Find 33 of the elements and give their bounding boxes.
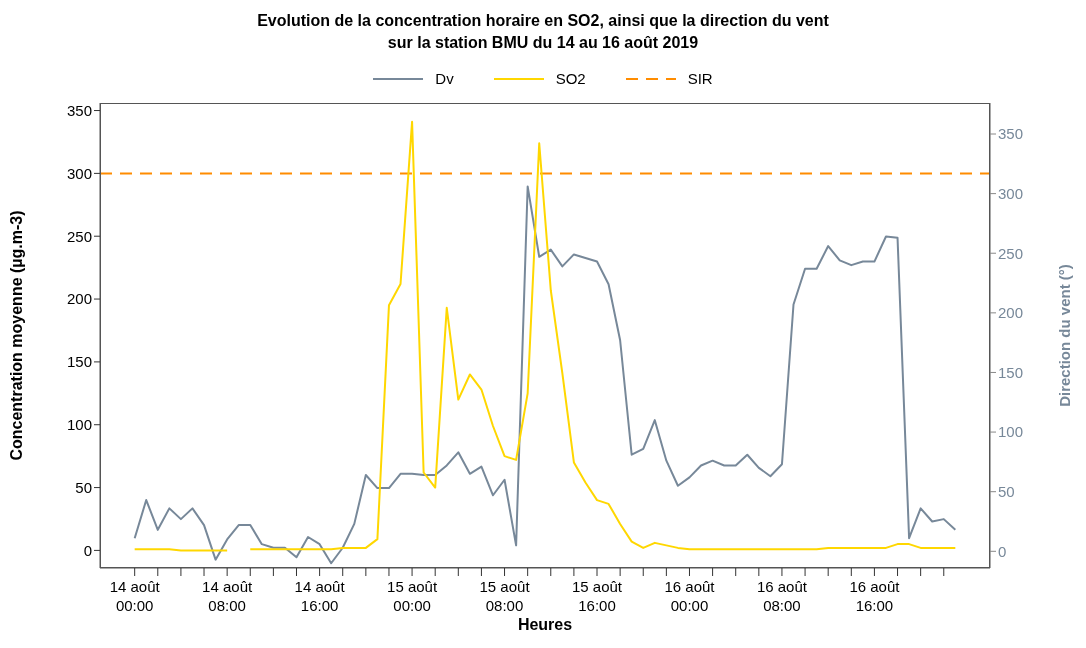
x-tick-label: 16 août 16:00 [849,578,901,614]
y-tick-label: 250 [66,227,92,245]
y-tick-label: 300 [66,164,92,182]
y-axis-title: Concentration moyenne (µg.m-3) [7,210,25,461]
y-tick-label: 350 [66,101,92,119]
x-tick-label: 14 août 08:00 [202,578,253,614]
x-tick-label: 14 août 16:00 [294,578,346,614]
x-tick-label: 14 août 00:00 [109,578,161,614]
y-tick-label: 200 [66,290,92,308]
legend-label: SIR [687,70,713,87]
y2-tick-label: 350 [998,125,1024,143]
y2-tick-label: 50 [998,483,1015,501]
y2-tick-label: 150 [998,363,1024,381]
y2-tick-label: 300 [998,184,1024,202]
y2-axis-title: Direction du vent (°) [1056,264,1074,407]
x-tick-label: 15 août 08:00 [479,578,531,614]
legend-label: SO2 [555,70,586,87]
chart-title: Evolution de la concentration horaire en SO2, ainsi que la direction du vent sur la station BMU du 14 au 16 août 2019 [256,11,830,53]
y2-tick-label: 100 [998,423,1024,441]
x-tick-label: 15 août 16:00 [571,578,623,614]
y2-tick-label: 250 [998,244,1024,262]
y-tick-label: 50 [75,478,92,496]
y2-tick-label: 200 [998,304,1024,322]
x-tick-label: 15 août 00:00 [387,578,438,614]
y-tick-label: 100 [66,416,92,434]
line-series [133,185,957,565]
y-tick-label: 150 [66,353,92,371]
x-tick-label: 16 août 08:00 [756,578,808,614]
x-axis-title: Heures [517,616,573,633]
x-tick-label: 16 août 00:00 [664,578,716,614]
y2-tick-label: 0 [998,542,1007,560]
legend-label: Dv [435,70,454,87]
y-tick-label: 0 [83,541,92,559]
